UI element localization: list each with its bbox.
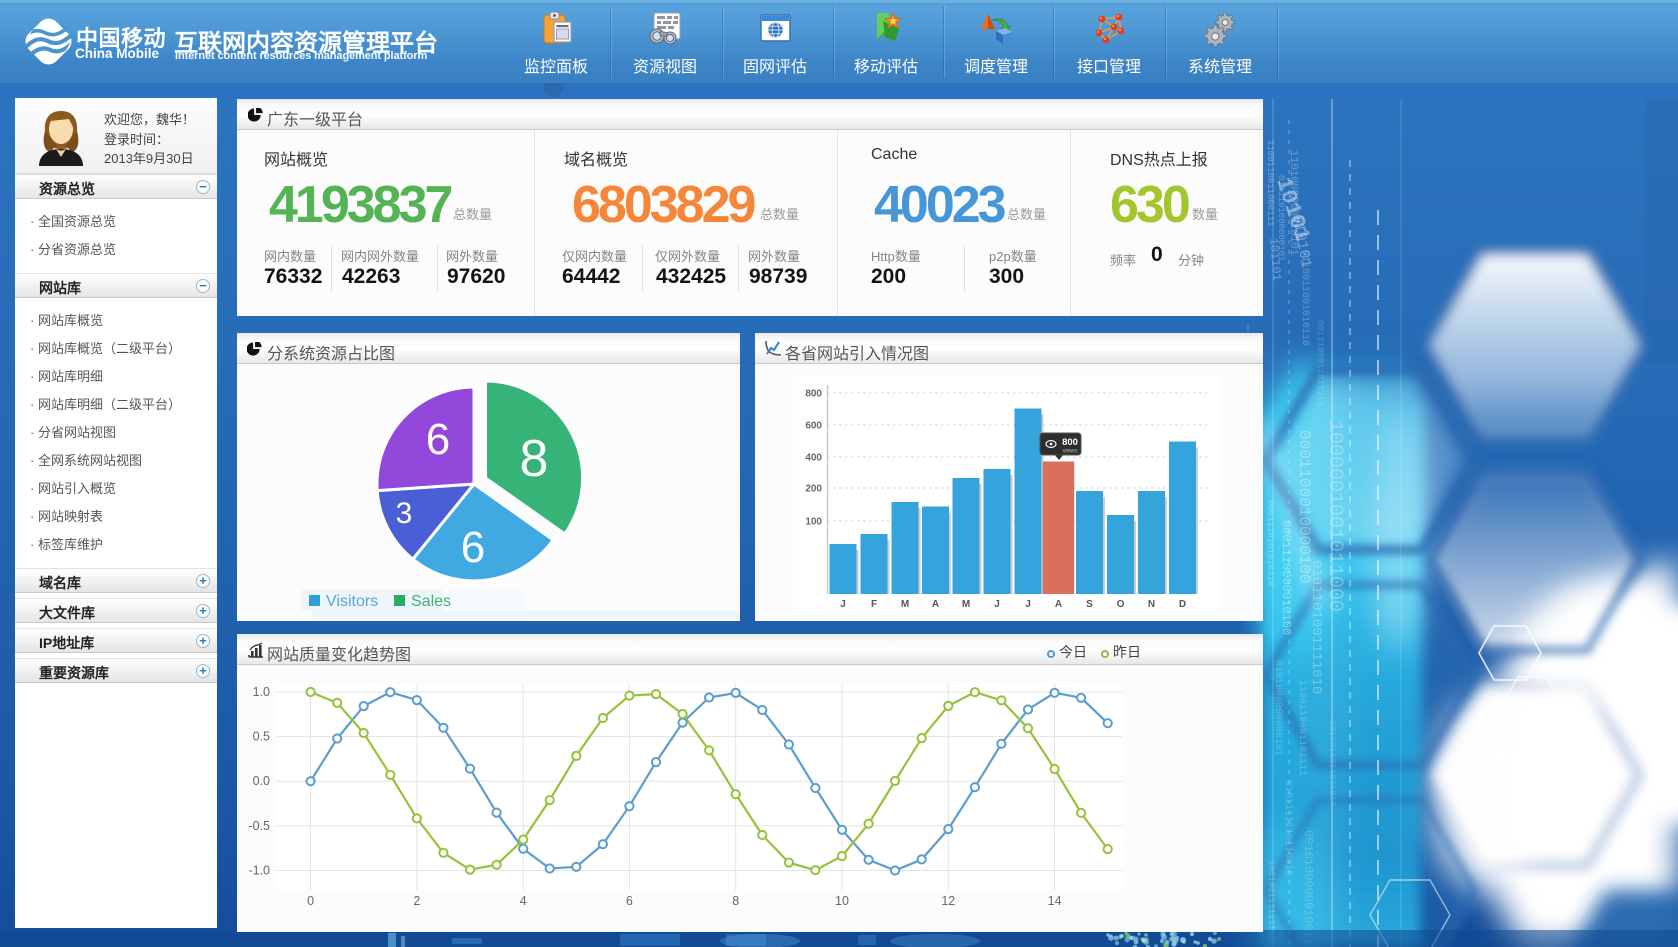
svg-text:400: 400 bbox=[805, 453, 822, 464]
svg-text:0101101001111010: 0101101001111010 bbox=[1308, 560, 1324, 694]
svg-text:1000001001011000: 1000001001011000 bbox=[1323, 420, 1346, 612]
svg-text:F: F bbox=[871, 599, 877, 610]
svg-text:Visitors: Visitors bbox=[326, 593, 378, 610]
svg-text:O: O bbox=[1117, 599, 1125, 610]
svg-text:0011100011011111: 0011100011011111 bbox=[1315, 320, 1325, 406]
svg-text:0101000000000101: 0101000000000101 bbox=[1272, 660, 1283, 756]
svg-text:10: 10 bbox=[835, 894, 849, 908]
svg-text:M: M bbox=[901, 599, 909, 610]
svg-text:A: A bbox=[932, 599, 939, 610]
svg-text:6: 6 bbox=[461, 523, 485, 572]
svg-text:1100110001101111: 1100110001101111 bbox=[1296, 680, 1307, 776]
svg-text:6: 6 bbox=[626, 894, 633, 908]
svg-text:0: 0 bbox=[307, 894, 314, 908]
svg-text:Sales: Sales bbox=[411, 593, 451, 610]
svg-text:1011011011011010: 1011011011011010 bbox=[1327, 720, 1337, 806]
svg-text:200: 200 bbox=[805, 484, 822, 495]
svg-text:12: 12 bbox=[941, 894, 955, 908]
svg-text:0.5: 0.5 bbox=[253, 730, 270, 744]
svg-text:800: 800 bbox=[805, 389, 822, 400]
svg-text:views: views bbox=[1062, 449, 1077, 455]
svg-text:1100110011000111: 1100110011000111 bbox=[1265, 140, 1275, 226]
svg-text:D: D bbox=[1179, 599, 1186, 610]
svg-text:100: 100 bbox=[805, 517, 822, 528]
svg-text:0111101000000101: 0111101000000101 bbox=[1276, 175, 1286, 261]
svg-text:-0.5: -0.5 bbox=[248, 819, 270, 833]
svg-text:1101000000010101: 1101000000010101 bbox=[1287, 150, 1299, 256]
svg-text:N: N bbox=[1148, 599, 1155, 610]
svg-text:8: 8 bbox=[520, 430, 549, 488]
svg-text:1.0: 1.0 bbox=[253, 685, 270, 699]
svg-text:0101111110110010: 0101111110110010 bbox=[1282, 780, 1293, 876]
svg-text:8: 8 bbox=[732, 894, 739, 908]
svg-text:4: 4 bbox=[520, 894, 527, 908]
svg-text:J: J bbox=[994, 599, 1000, 610]
svg-text:101101: 101101 bbox=[1266, 237, 1284, 281]
svg-text:M: M bbox=[962, 599, 970, 610]
svg-text:14: 14 bbox=[1048, 894, 1062, 908]
svg-text:0110011001010110: 0110011001010110 bbox=[1299, 250, 1310, 346]
svg-text:-1.0: -1.0 bbox=[248, 864, 270, 878]
svg-text:0001110101010110: 0001110101010110 bbox=[1265, 500, 1275, 586]
svg-text:1001001111111011: 1001001111111011 bbox=[1266, 860, 1276, 946]
svg-text:0.0: 0.0 bbox=[253, 774, 270, 788]
svg-text:0010100000010011: 0010100000010011 bbox=[1301, 830, 1315, 945]
svg-text:3: 3 bbox=[396, 497, 413, 530]
svg-text:800: 800 bbox=[1062, 437, 1078, 448]
svg-text:A: A bbox=[1055, 599, 1062, 610]
svg-text:600: 600 bbox=[805, 421, 822, 432]
svg-text:J: J bbox=[840, 599, 846, 610]
svg-text:0001110000010100: 0001110000010100 bbox=[1279, 520, 1293, 635]
svg-text:S: S bbox=[1086, 599, 1093, 610]
svg-text:2: 2 bbox=[413, 894, 420, 908]
svg-text:J: J bbox=[1025, 599, 1031, 610]
svg-text:0001100010000100: 0001100010000100 bbox=[1295, 430, 1313, 584]
svg-text:6: 6 bbox=[426, 415, 450, 464]
